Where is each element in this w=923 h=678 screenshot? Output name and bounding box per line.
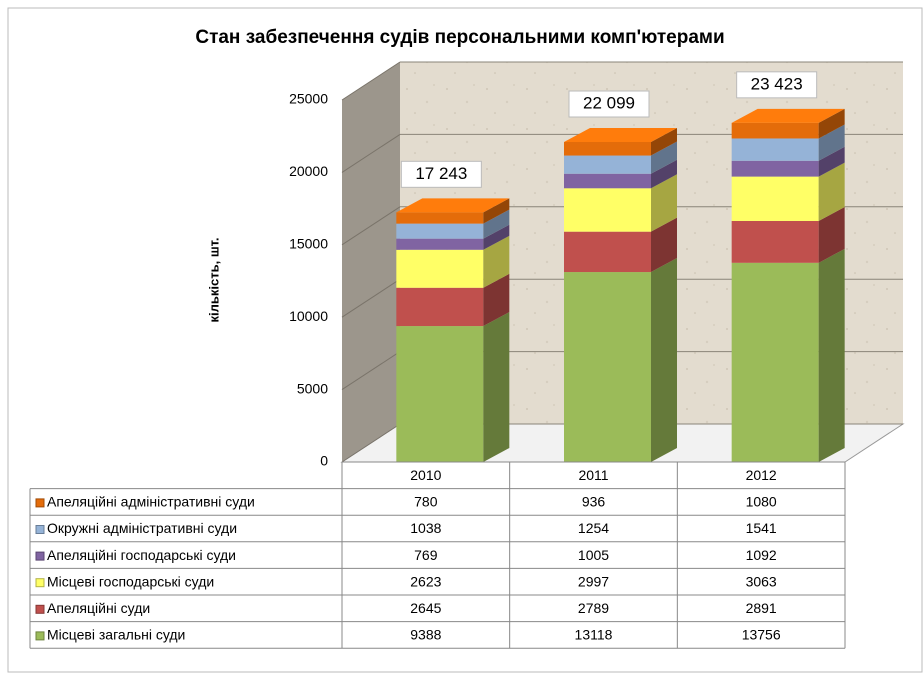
bar-segment [564, 155, 651, 174]
table-value: 780 [414, 494, 438, 510]
bar-segment [564, 231, 651, 273]
legend-swatch [35, 578, 45, 588]
bar-segment-side [483, 209, 510, 239]
total-label-box [568, 90, 650, 118]
table-value: 2997 [578, 573, 609, 589]
legend-swatch [35, 631, 45, 641]
total-label-box [400, 160, 482, 188]
side-wall [342, 62, 400, 462]
bar-segment-side [483, 273, 510, 327]
bar-segment-top [396, 198, 510, 213]
y-tick-label: 0 [320, 453, 328, 469]
table-value: 1254 [578, 520, 609, 536]
bar-segment-side [651, 217, 677, 273]
y-tick-label: 25000 [289, 91, 328, 107]
grid-line-side [341, 351, 401, 391]
grid-line-side [341, 206, 401, 246]
table-value: 1005 [578, 547, 609, 563]
total-label: 22 099 [583, 93, 635, 112]
bar-segment [396, 326, 484, 462]
legend-label: Апеляційні адміністративні суди [47, 494, 255, 510]
table-value: 936 [582, 494, 606, 510]
legend-label: Місцеві господарські суди [47, 573, 214, 589]
bar-segment-side [651, 174, 677, 232]
bar-segment-side [651, 128, 677, 156]
bar-segment [731, 138, 819, 161]
chart-title: Стан забезпечення судів персональними ко… [195, 27, 724, 48]
grid-line-side [341, 61, 401, 101]
legend-label: Апеляційні суди [47, 600, 150, 616]
legend-swatch [35, 525, 45, 534]
bar-segment-side [483, 235, 510, 288]
table-value: 2623 [410, 573, 441, 589]
bar-segment [731, 160, 819, 177]
table-value: 13756 [742, 627, 781, 643]
bar-segment [396, 287, 484, 327]
table-value: 1092 [746, 547, 777, 563]
bar-segment-side [818, 162, 845, 221]
bar-segment [731, 262, 819, 462]
legend-label: Апеляційні господарські суди [47, 547, 236, 563]
bar-segment-top [731, 108, 845, 123]
bar-segment [731, 122, 819, 139]
legend-swatch [35, 498, 45, 508]
bar-segment [564, 188, 651, 232]
legend-swatch [35, 551, 45, 561]
grid-line-side [341, 278, 401, 318]
bar-segment-side [818, 108, 845, 139]
bar-segment-side [483, 224, 510, 250]
bar-segment-side [818, 146, 845, 177]
total-label: 17 243 [415, 164, 467, 183]
bar-segment [564, 142, 651, 156]
table-value: 1080 [746, 494, 777, 510]
table-value: 3063 [746, 573, 777, 589]
table-header: 2012 [746, 467, 777, 483]
table-value: 2789 [578, 600, 609, 616]
y-axis-label: кількість, шт. [206, 238, 221, 323]
bar-segment [396, 212, 484, 224]
y-tick-label: 20000 [289, 163, 328, 179]
bar-segment-side [483, 312, 510, 462]
bar-segment-side [483, 198, 510, 224]
bar-segment-side [818, 206, 845, 263]
bar-segment-top [564, 128, 677, 143]
bar-segment-side [818, 124, 845, 161]
bar-segment-side [651, 159, 677, 189]
table-value: 13118 [575, 627, 613, 643]
y-tick-label: 5000 [297, 380, 328, 396]
y-tick-label: 10000 [289, 308, 328, 324]
table-value: 1038 [410, 520, 441, 536]
bar-segment-side [651, 258, 677, 462]
total-label-box [736, 71, 818, 99]
bar-segment-side [818, 248, 845, 462]
y-tick-label: 15000 [289, 236, 328, 252]
bar-segment [396, 249, 484, 288]
legend-label: Окружні адміністративні суди [47, 520, 237, 536]
table-value: 9388 [410, 627, 441, 643]
bar-segment [564, 272, 651, 462]
table-value: 769 [414, 547, 438, 563]
bar-segment [396, 223, 484, 239]
legend-swatch [35, 604, 45, 614]
grid-line-side [341, 423, 401, 463]
table-value: 1541 [746, 520, 777, 536]
bar-segment-side [651, 141, 677, 174]
table-header: 2010 [410, 467, 441, 483]
legend-label: Місцеві загальні суди [47, 627, 185, 643]
table-header: 2011 [578, 467, 608, 483]
table-value: 2645 [410, 600, 441, 616]
bar-segment [396, 238, 484, 250]
bar-segment [731, 176, 819, 221]
total-label: 23 423 [751, 74, 803, 93]
bar-segment [731, 220, 819, 263]
grid-line-side [341, 133, 401, 173]
table-value: 2891 [746, 600, 777, 616]
bar-segment [564, 173, 651, 189]
